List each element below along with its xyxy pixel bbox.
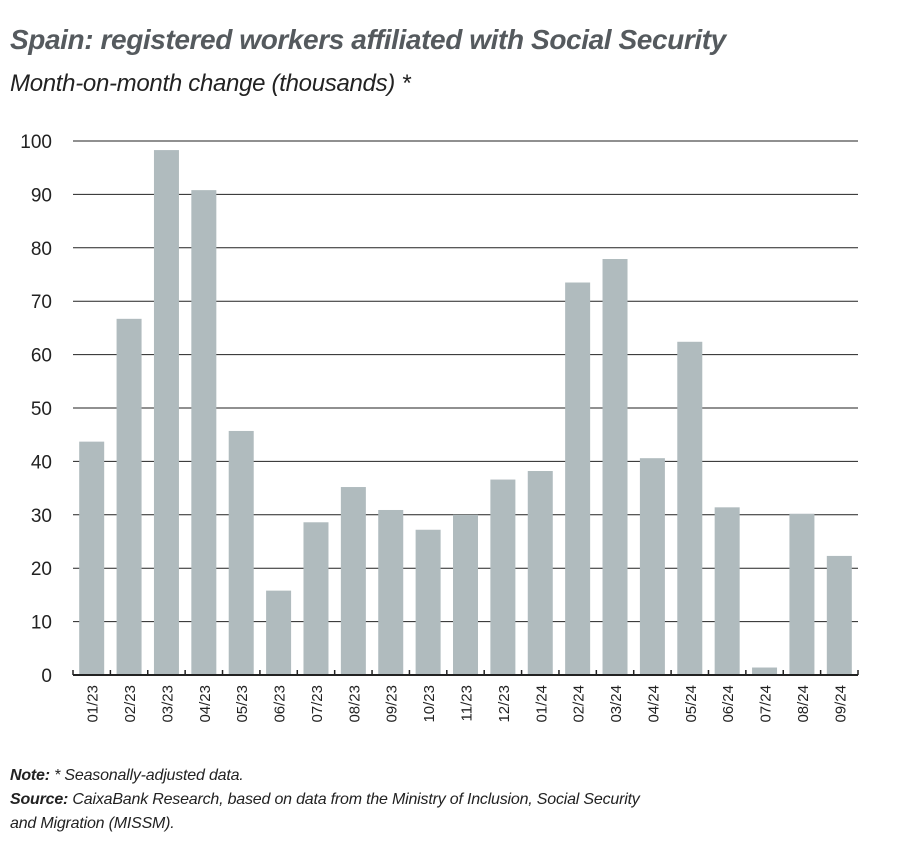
x-tick-label: 03/23: [159, 685, 176, 723]
x-tick-label: 05/24: [683, 685, 700, 723]
chart-title: Spain: registered workers affiliated wit…: [10, 24, 726, 55]
x-tick-label: 08/24: [795, 685, 812, 723]
bar: [490, 479, 516, 675]
x-tick-label: 06/24: [720, 685, 737, 723]
source-text: CaixaBank Research, based on data from t…: [68, 791, 640, 808]
y-tick-label: 90: [31, 185, 52, 206]
x-tick-label: 05/23: [234, 685, 251, 723]
bar: [826, 555, 852, 675]
bar: [116, 318, 142, 675]
bar: [266, 590, 292, 675]
note-label: Note:: [10, 767, 50, 784]
x-tick-label: 04/23: [197, 685, 214, 723]
x-tick-label: 11/23: [459, 685, 476, 721]
x-tick-label: 06/23: [272, 685, 289, 723]
x-tick-label: 07/23: [309, 685, 326, 723]
y-tick-label: 30: [31, 506, 52, 527]
bar: [752, 667, 778, 675]
bar: [677, 341, 703, 675]
bar: [303, 522, 329, 675]
bar: [453, 514, 478, 675]
y-tick-label: 100: [20, 132, 52, 153]
bar: [639, 458, 665, 675]
bar-chart: 0 10 20 30 40 50 60 70 80 90 100 01/23 02/23 03/23 04…: [20, 132, 859, 723]
bar: [415, 529, 441, 675]
x-tick-label: 09/24: [832, 685, 849, 723]
bar: [228, 430, 254, 675]
y-tick-label: 60: [31, 346, 52, 367]
source-label: Source:: [10, 791, 69, 808]
note-text: * Seasonally-adjusted data.: [49, 767, 244, 784]
y-tick-label: 70: [31, 292, 52, 313]
x-tick-label: 09/23: [384, 685, 401, 723]
bar: [340, 487, 366, 675]
bar: [153, 150, 179, 675]
x-tick-label: 01/24: [533, 685, 550, 723]
x-tick-label: 07/24: [758, 685, 775, 723]
y-tick-label: 10: [31, 613, 52, 634]
x-tick-label: 08/23: [346, 685, 363, 723]
bar: [565, 282, 591, 675]
chart-subtitle: Month-on-month change (thousands) *: [10, 70, 411, 97]
bar: [527, 471, 553, 675]
y-tick-label: 0: [41, 666, 52, 687]
y-tick-label: 80: [31, 239, 52, 260]
bar: [378, 509, 404, 675]
x-tick-label: 04/24: [645, 685, 662, 723]
x-tick-label: 01/23: [85, 685, 102, 723]
x-tick-labels: 01/23 02/23 03/23 04/23 05/23 06/23 07/23 08/23…: [85, 685, 850, 723]
source-text-continued: and Migration (MISSM).: [10, 815, 175, 832]
bar: [79, 441, 105, 675]
bars: [79, 150, 852, 675]
y-tick-labels: 0 10 20 30 40 50 60 70 80 90 100: [20, 132, 52, 687]
y-tick-label: 20: [31, 559, 52, 580]
x-tick-label: 02/24: [571, 685, 588, 723]
x-tick-label: 12/23: [496, 685, 513, 723]
bar: [714, 507, 740, 675]
x-tick-label: 03/24: [608, 685, 625, 723]
x-tick-label: 10/23: [421, 685, 438, 723]
y-tick-label: 40: [31, 452, 52, 473]
bar: [602, 259, 628, 675]
bar: [789, 513, 815, 675]
y-tick-label: 50: [31, 399, 52, 420]
footnotes: Note: * Seasonally-adjusted data. Source…: [10, 764, 870, 836]
x-axis: [72, 670, 859, 676]
bar: [191, 190, 217, 675]
x-tick-label: 02/23: [122, 685, 139, 723]
